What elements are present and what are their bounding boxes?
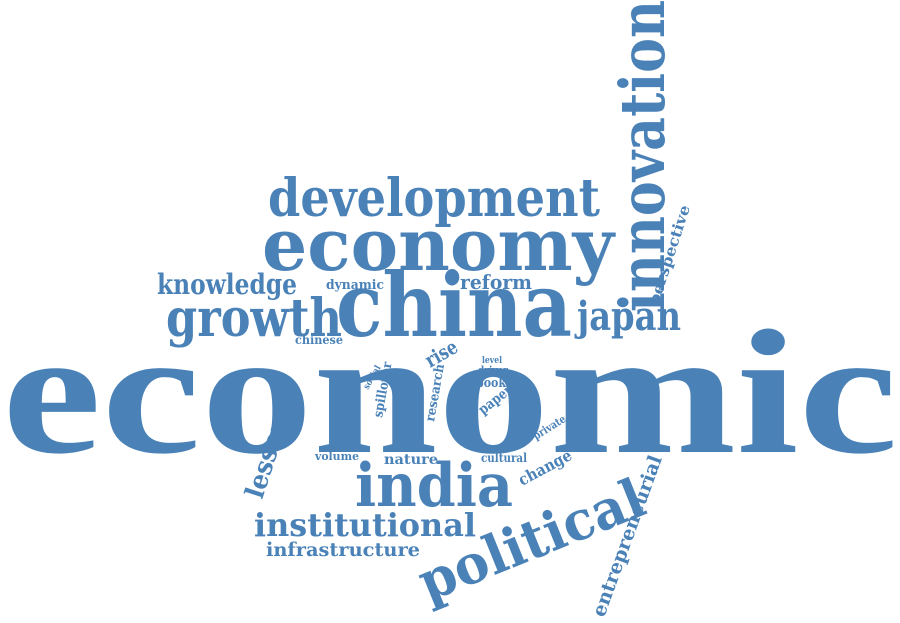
word-growth: growth bbox=[166, 288, 342, 349]
word-driver: driver bbox=[478, 364, 508, 377]
word-china: china bbox=[336, 253, 572, 357]
word-nature: nature bbox=[384, 452, 438, 468]
word-innovation: innovation bbox=[606, 0, 679, 312]
word-economic: economic bbox=[2, 293, 898, 491]
word-volume: volume bbox=[314, 450, 359, 463]
word-reform: reform bbox=[460, 270, 532, 294]
word-economy: economy bbox=[262, 202, 616, 287]
word-infrastructure: infrastructure bbox=[266, 539, 420, 561]
word-chinese: chinese bbox=[295, 333, 343, 347]
word-book: book bbox=[476, 376, 507, 391]
word-development: development bbox=[268, 168, 600, 229]
word-level: level bbox=[482, 356, 502, 366]
word-institutional: institutional bbox=[254, 506, 476, 544]
word-knowledge: knowledge bbox=[157, 268, 297, 301]
word-india: india bbox=[355, 451, 513, 521]
word-dynamic: dynamic bbox=[326, 278, 384, 293]
word-japan: japan bbox=[574, 293, 681, 340]
word-cultural: cultural bbox=[481, 451, 527, 465]
